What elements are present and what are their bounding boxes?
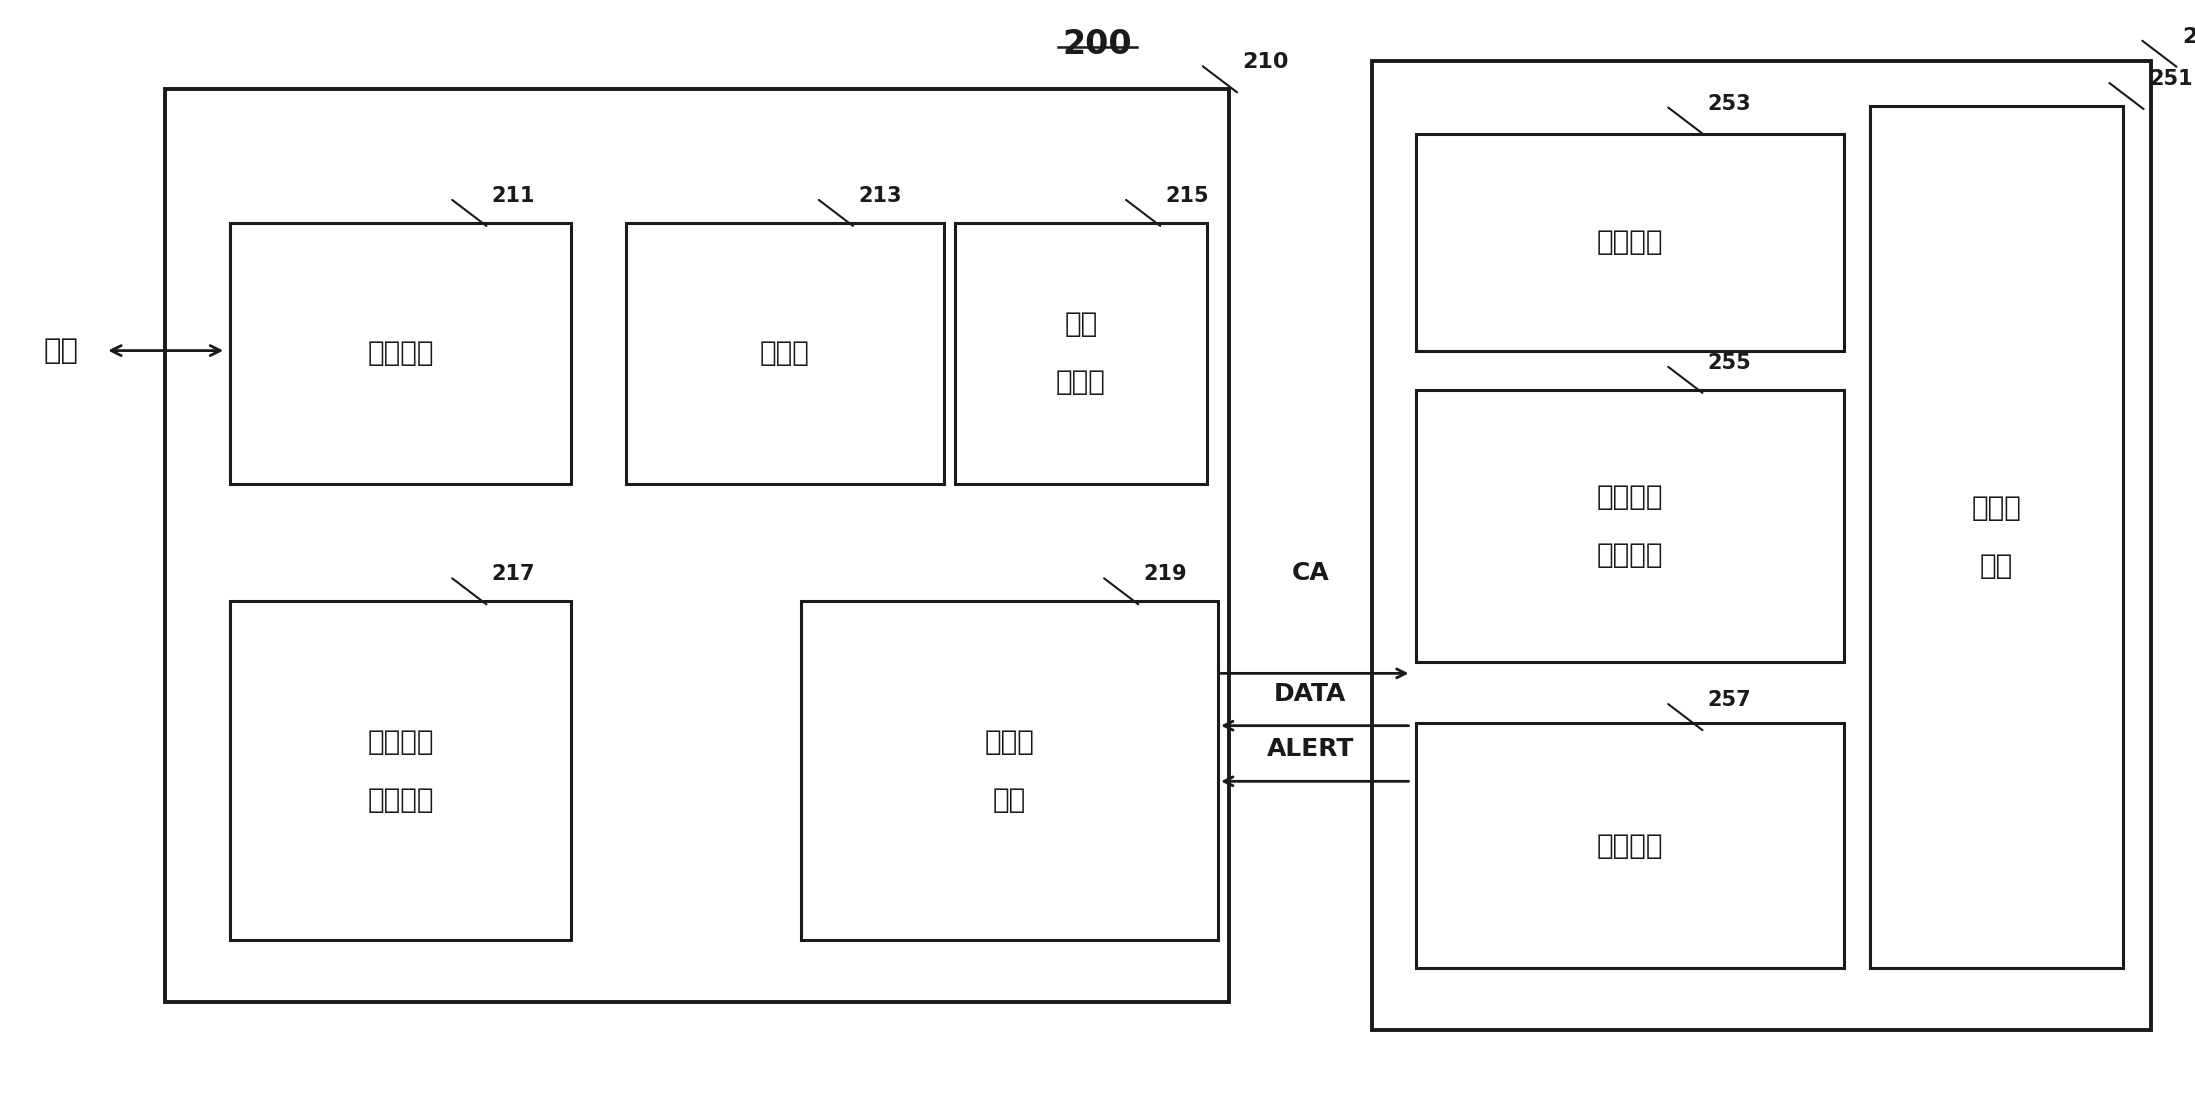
Text: 210: 210: [1242, 52, 1288, 72]
Text: 检测电路: 检测电路: [1596, 541, 1664, 569]
Text: ALERT: ALERT: [1267, 737, 1354, 761]
Text: 215: 215: [1166, 186, 1209, 206]
Text: 行锤攻击: 行锤攻击: [367, 728, 435, 756]
Text: 存储器: 存储器: [1971, 494, 2022, 522]
Text: 200: 200: [1062, 28, 1133, 61]
Bar: [230, 223, 571, 484]
Text: 219: 219: [1144, 564, 1187, 584]
Bar: [1870, 106, 2123, 968]
Bar: [1416, 390, 1844, 662]
Text: 检测电路: 检测电路: [367, 786, 435, 814]
Text: 核心: 核心: [1980, 552, 2013, 580]
Text: 调度器: 调度器: [759, 339, 810, 367]
Text: 比较电路: 比较电路: [1596, 831, 1664, 860]
Bar: [1372, 61, 2151, 1030]
Text: 主机接口: 主机接口: [367, 339, 435, 367]
Text: 控制电路: 控制电路: [1596, 228, 1664, 256]
Bar: [1416, 134, 1844, 351]
Text: 251: 251: [2149, 69, 2193, 89]
Bar: [801, 601, 1218, 940]
Text: DATA: DATA: [1275, 681, 1346, 706]
Text: 213: 213: [858, 186, 902, 206]
Text: 行锤攻击: 行锤攻击: [1596, 483, 1664, 511]
Bar: [230, 601, 571, 940]
Text: CA: CA: [1291, 561, 1330, 585]
Text: 接口: 接口: [992, 786, 1027, 814]
Text: 211: 211: [492, 186, 536, 206]
Text: 命令: 命令: [1065, 311, 1098, 338]
Bar: [1416, 723, 1844, 968]
Text: 存储器: 存储器: [986, 728, 1034, 756]
Bar: [626, 223, 944, 484]
Text: 217: 217: [492, 564, 536, 584]
Text: 255: 255: [1708, 353, 1752, 373]
Text: 生成器: 生成器: [1056, 368, 1106, 396]
Bar: [955, 223, 1207, 484]
Text: 250: 250: [2182, 27, 2195, 47]
Bar: [165, 89, 1229, 1002]
Text: 主机: 主机: [44, 336, 79, 365]
Text: 253: 253: [1708, 93, 1752, 114]
Text: 257: 257: [1708, 690, 1752, 710]
